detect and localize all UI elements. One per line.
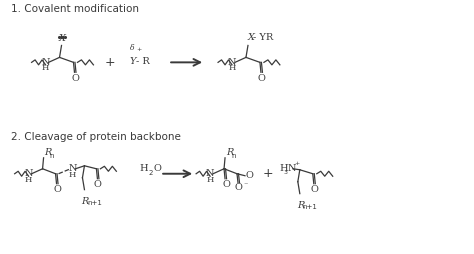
Text: O: O — [71, 74, 79, 83]
Text: - YR: - YR — [253, 34, 273, 42]
Text: - R: - R — [137, 57, 150, 66]
Text: R: R — [297, 201, 304, 210]
Text: +: + — [263, 167, 273, 180]
Text: O: O — [246, 171, 254, 180]
Text: +: + — [294, 161, 299, 166]
Text: H: H — [69, 171, 76, 179]
Text: n: n — [50, 153, 54, 159]
Text: X: X — [248, 34, 255, 42]
Text: N: N — [206, 169, 214, 178]
Text: H: H — [42, 64, 49, 72]
Text: H: H — [25, 176, 32, 184]
Text: n+1: n+1 — [303, 203, 318, 210]
Text: R: R — [226, 148, 233, 157]
Text: 2. Cleavage of protein backbone: 2. Cleavage of protein backbone — [11, 132, 181, 142]
Text: X: X — [59, 35, 66, 43]
Text: O: O — [310, 185, 318, 194]
Text: ⁻: ⁻ — [243, 180, 247, 189]
Text: O: O — [235, 183, 242, 192]
Text: δ: δ — [130, 44, 135, 52]
Text: O: O — [53, 185, 61, 194]
Text: N: N — [288, 164, 296, 173]
Text: Y: Y — [129, 57, 136, 66]
Text: 3: 3 — [284, 170, 288, 175]
Text: N: N — [41, 58, 50, 67]
Text: R: R — [82, 197, 89, 206]
Text: H: H — [280, 164, 289, 173]
Text: n: n — [231, 153, 236, 159]
Text: O: O — [257, 74, 265, 83]
Text: 1. Covalent modification: 1. Covalent modification — [11, 4, 139, 14]
Text: n+1: n+1 — [87, 200, 102, 205]
Text: N: N — [228, 58, 236, 67]
Text: +: + — [137, 47, 142, 52]
Text: +: + — [105, 56, 116, 69]
Text: N: N — [24, 169, 33, 178]
Text: 2: 2 — [148, 170, 153, 176]
Text: H: H — [140, 164, 148, 173]
Text: O: O — [94, 180, 102, 189]
Text: O: O — [222, 180, 230, 189]
Text: O: O — [153, 164, 161, 173]
Text: N: N — [68, 164, 77, 173]
Text: H: H — [206, 176, 214, 184]
Text: H: H — [228, 64, 236, 72]
Text: R: R — [45, 148, 52, 157]
